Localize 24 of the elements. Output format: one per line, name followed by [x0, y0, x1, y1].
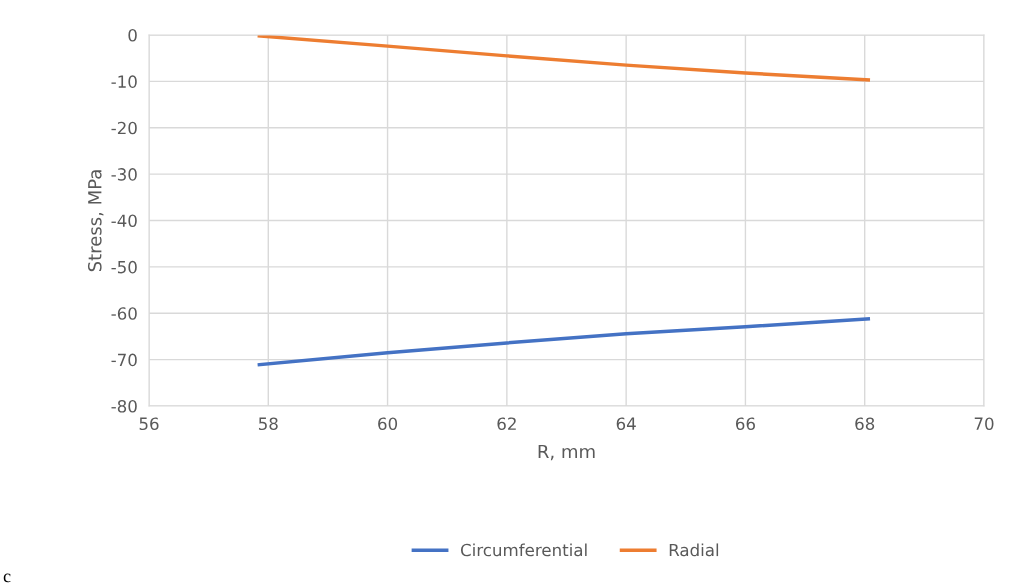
- y-tick-label: -70: [111, 353, 137, 367]
- line-series: [257, 317, 871, 367]
- x-tick-label: 56: [139, 417, 159, 431]
- y-tick-label: -40: [111, 214, 137, 228]
- x-tick-label: 68: [855, 417, 875, 431]
- x-tick-label: 60: [378, 417, 398, 431]
- x-tick-label: 58: [258, 417, 278, 431]
- x-tick-label: 62: [497, 417, 516, 431]
- y-tick-label: -20: [111, 121, 137, 135]
- y-axis-title: Stress, MPa: [87, 170, 104, 272]
- legend-label: Radial: [669, 543, 719, 557]
- y-tick-label: 0: [128, 28, 137, 42]
- legend-label: Circumferential: [460, 543, 587, 557]
- x-tick-label: 66: [735, 417, 755, 431]
- line-series: [257, 35, 871, 82]
- y-tick-label: -30: [111, 168, 137, 181]
- text: c: [3, 573, 11, 583]
- x-axis-title: R, mm: [538, 444, 595, 461]
- x-tick-label: 70: [974, 417, 994, 431]
- y-tick-label: -10: [111, 75, 137, 88]
- y-tick-label: -60: [111, 307, 137, 320]
- y-tick-label: -50: [111, 260, 137, 274]
- x-tick-label: 64: [616, 417, 636, 431]
- y-tick-label: -80: [111, 399, 137, 413]
